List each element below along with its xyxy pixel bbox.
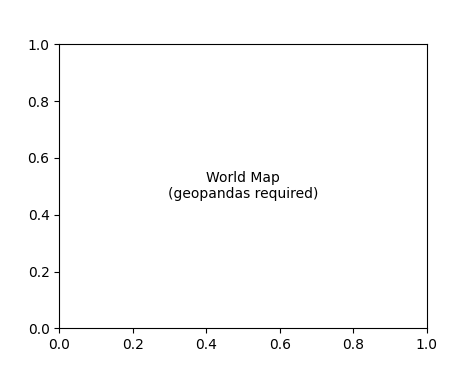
Text: World Map
(geopandas required): World Map (geopandas required) [168, 171, 318, 201]
